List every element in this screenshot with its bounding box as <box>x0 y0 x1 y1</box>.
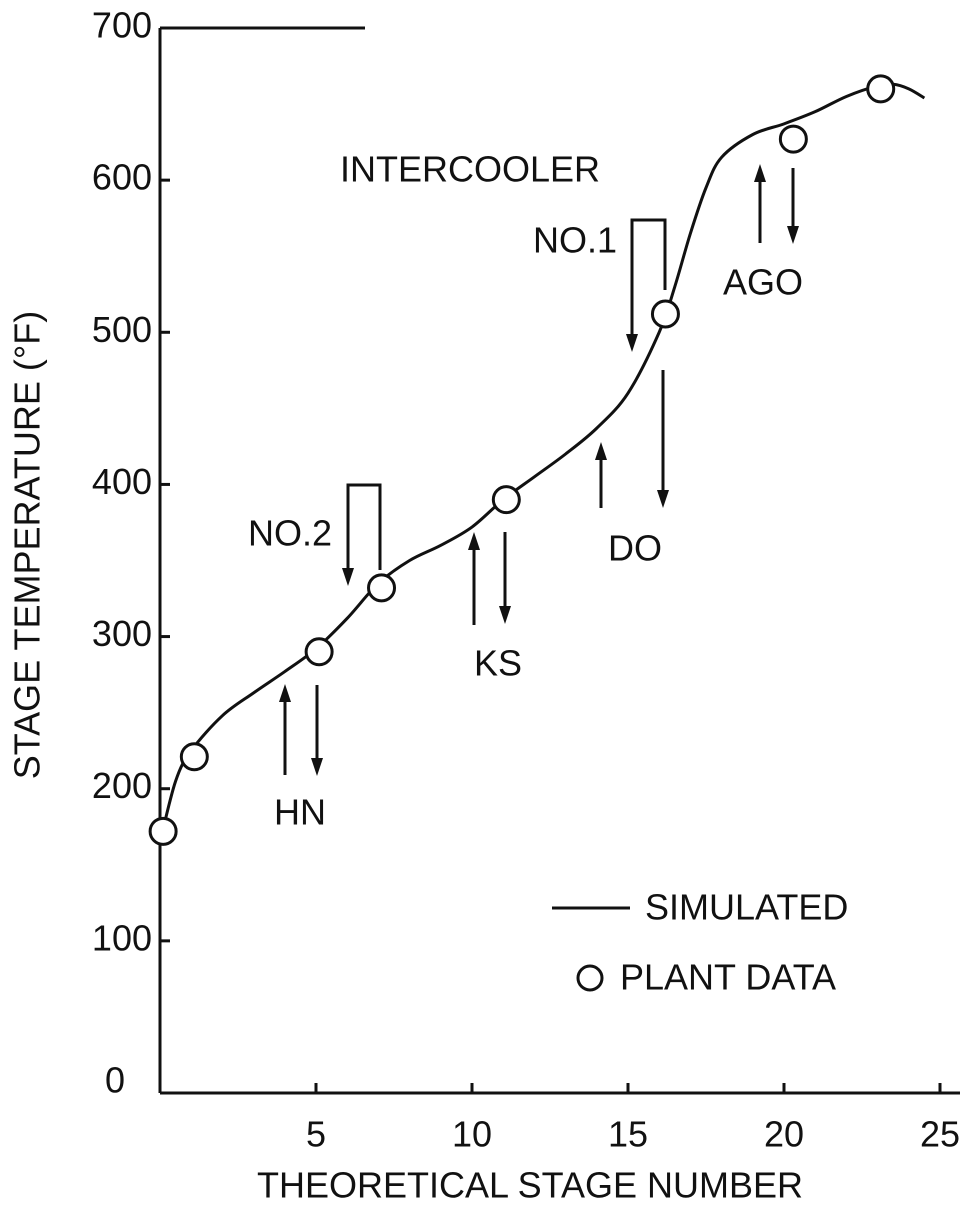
y-tick-label: 500 <box>92 309 152 350</box>
arrow-head <box>657 490 669 508</box>
x-tick-label: 25 <box>920 1114 960 1155</box>
plant-data-point <box>148 816 178 846</box>
y-tick-label: 700 <box>92 5 152 46</box>
x-tick-label: 5 <box>306 1114 326 1155</box>
arrow-head <box>499 606 511 624</box>
intercooler-bracket <box>630 218 667 336</box>
legend-marker <box>576 964 604 992</box>
x-tick-label: 20 <box>764 1114 804 1155</box>
plant-data-point <box>866 74 896 104</box>
arrow-head <box>626 334 638 352</box>
annotation: NO.1 <box>533 220 617 261</box>
legend-label: PLANT DATA <box>620 957 836 998</box>
plant-data-point <box>650 299 680 329</box>
plant-data-point <box>491 485 521 515</box>
arrow-head <box>342 568 354 586</box>
annotation: HN <box>274 792 326 833</box>
x-tick-label: 15 <box>608 1114 648 1155</box>
arrow-head <box>754 164 766 182</box>
stream-arrows <box>279 164 799 776</box>
annotation: DO <box>608 528 662 569</box>
arrow-head <box>279 684 291 702</box>
y-tick-label: 600 <box>92 157 152 198</box>
y-tick-label: 300 <box>92 613 152 654</box>
arrow-head <box>787 226 799 244</box>
x-axis-label: THEORETICAL STAGE NUMBER <box>257 1165 803 1206</box>
annotation: AGO <box>723 262 803 303</box>
intercooler-bracket <box>346 483 382 570</box>
plant-data-point <box>179 742 209 772</box>
arrow-head <box>468 532 480 550</box>
annotation: NO.2 <box>248 513 332 554</box>
simulated-line <box>158 82 926 843</box>
annotation: KS <box>474 643 522 684</box>
y-tick-label: 100 <box>92 917 152 958</box>
legend-label: SIMULATED <box>645 887 848 928</box>
annotation: INTERCOOLER <box>340 149 600 190</box>
y-tick-label: 400 <box>92 461 152 502</box>
plant-data-point <box>304 637 334 667</box>
plant-data-point <box>367 573 397 603</box>
y-axis-label: STAGE TEMPERATURE (°F) <box>7 311 48 779</box>
y-tick-label: 0 <box>105 1060 125 1101</box>
plant-data-point <box>778 124 808 154</box>
arrow-head <box>595 442 607 460</box>
arrow-head <box>311 758 323 776</box>
x-tick-label: 10 <box>452 1114 492 1155</box>
y-tick-label: 200 <box>92 765 152 806</box>
